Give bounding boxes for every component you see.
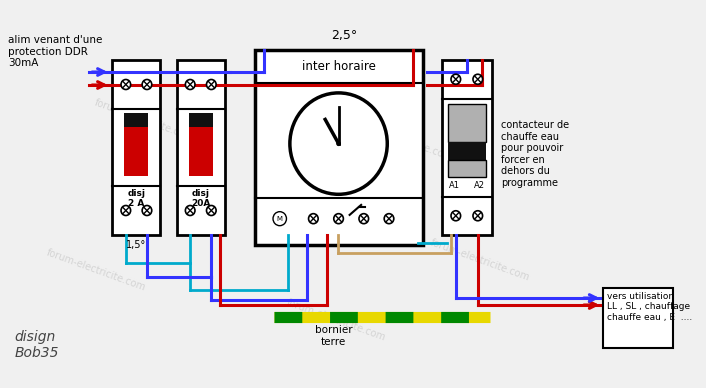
- Text: 2,5°: 2,5°: [330, 28, 357, 42]
- Text: disj
2 A: disj 2 A: [127, 189, 145, 208]
- Text: inter horaire: inter horaire: [301, 60, 376, 73]
- Bar: [442, 60, 492, 235]
- Bar: [448, 160, 486, 177]
- Circle shape: [359, 214, 369, 223]
- Text: forum-electricite.com: forum-electricite.com: [93, 97, 195, 143]
- Circle shape: [451, 74, 460, 84]
- Circle shape: [473, 74, 483, 84]
- Bar: [603, 288, 674, 348]
- Circle shape: [142, 206, 152, 215]
- Circle shape: [473, 211, 483, 221]
- Circle shape: [121, 206, 131, 215]
- Text: forum-electricite.com: forum-electricite.com: [352, 117, 455, 163]
- Text: disj
20A: disj 20A: [191, 189, 210, 208]
- Bar: [255, 50, 423, 245]
- Text: forum-electricite.com: forum-electricite.com: [45, 247, 147, 293]
- Text: disign
Bob35: disign Bob35: [14, 330, 59, 360]
- Text: 1,5°: 1,5°: [126, 240, 147, 250]
- Text: forum-electricite.com: forum-electricite.com: [429, 237, 532, 282]
- Circle shape: [186, 206, 195, 215]
- Bar: [448, 142, 486, 160]
- Text: bornier
terre: bornier terre: [315, 325, 352, 346]
- Circle shape: [384, 214, 394, 223]
- Bar: [189, 113, 213, 126]
- Circle shape: [451, 211, 460, 221]
- Circle shape: [206, 80, 216, 90]
- Bar: [112, 60, 160, 235]
- Circle shape: [186, 80, 195, 90]
- Circle shape: [334, 214, 343, 223]
- Circle shape: [121, 80, 131, 90]
- Circle shape: [336, 141, 341, 146]
- Circle shape: [142, 80, 152, 90]
- Text: A1: A1: [449, 182, 460, 191]
- Text: vers utilisation
LL , SL , chauffage
chauffe eau , E  ....: vers utilisation LL , SL , chauffage cha…: [607, 292, 693, 322]
- Text: forum-electricite.com: forum-electricite.com: [285, 297, 387, 343]
- Bar: [124, 113, 148, 126]
- Bar: [176, 60, 225, 235]
- Text: A2: A2: [474, 182, 485, 191]
- Text: M: M: [277, 216, 282, 222]
- Bar: [189, 126, 213, 175]
- Bar: [448, 104, 486, 142]
- Text: contacteur de
chauffe eau
pour pouvoir
forcer en
dehors du
programme: contacteur de chauffe eau pour pouvoir f…: [501, 120, 570, 188]
- Bar: [124, 126, 148, 175]
- Circle shape: [309, 214, 318, 223]
- Text: alim venant d'une
protection DDR
30mA: alim venant d'une protection DDR 30mA: [8, 35, 102, 68]
- Circle shape: [206, 206, 216, 215]
